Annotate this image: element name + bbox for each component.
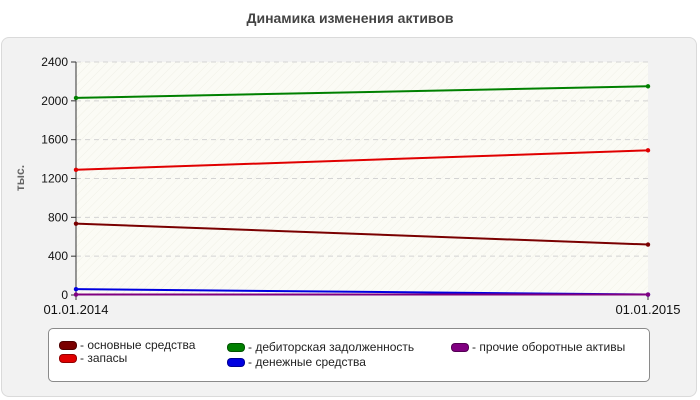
series-line <box>75 85 649 99</box>
data-point <box>73 221 79 226</box>
x-tick-label: 01.01.2014 <box>43 302 108 317</box>
legend-swatch <box>451 342 469 352</box>
data-point <box>73 286 79 292</box>
series-line <box>75 149 649 171</box>
x-tick-label: 01.01.2015 <box>615 302 680 317</box>
legend-item: - денежные средства <box>227 355 366 369</box>
y-tick-label: 2000 <box>41 94 68 108</box>
chart-title: Динамика изменения активов <box>246 10 454 26</box>
legend-swatch <box>227 357 245 367</box>
legend-swatch <box>227 342 245 352</box>
y-tick-label: 1600 <box>41 133 68 147</box>
y-tick-label: 2400 <box>41 55 68 69</box>
series-line <box>75 222 649 246</box>
legend-label: - денежные средства <box>248 355 366 369</box>
data-point <box>73 167 79 172</box>
legend-label: - запасы <box>80 351 128 365</box>
legend-swatch <box>59 340 77 350</box>
data-point <box>645 84 651 89</box>
y-axis-label: тыс. <box>13 164 27 192</box>
data-point <box>645 292 651 297</box>
y-tick-label: 800 <box>48 210 68 224</box>
legend-label: - основные средства <box>80 338 196 352</box>
data-point <box>645 242 651 247</box>
legend-item: - запасы <box>59 351 127 365</box>
y-tick-label: 1200 <box>41 172 68 186</box>
legend-item: - основные средства <box>59 338 195 352</box>
data-point <box>73 292 79 297</box>
legend-label: - прочие оборотные активы <box>472 340 626 354</box>
legend-label: - дебиторская задолженность <box>248 340 415 354</box>
data-point <box>73 95 79 101</box>
legend-swatch <box>59 353 77 363</box>
y-tick-label: 0 <box>61 288 68 302</box>
data-point <box>645 148 651 153</box>
series-layer <box>73 84 651 297</box>
axis-layer: 0 400 800 1200 1600 2000 2400 01.01.2014 01.01.2… <box>41 55 680 317</box>
plot-area-background <box>76 62 648 295</box>
legend-item: - прочие оборотные активы <box>451 340 625 354</box>
legend-item: - дебиторская задолженность <box>227 340 414 354</box>
y-tick-label: 400 <box>48 249 68 263</box>
legend: - основные средства - запасы - дебиторск… <box>48 328 650 382</box>
